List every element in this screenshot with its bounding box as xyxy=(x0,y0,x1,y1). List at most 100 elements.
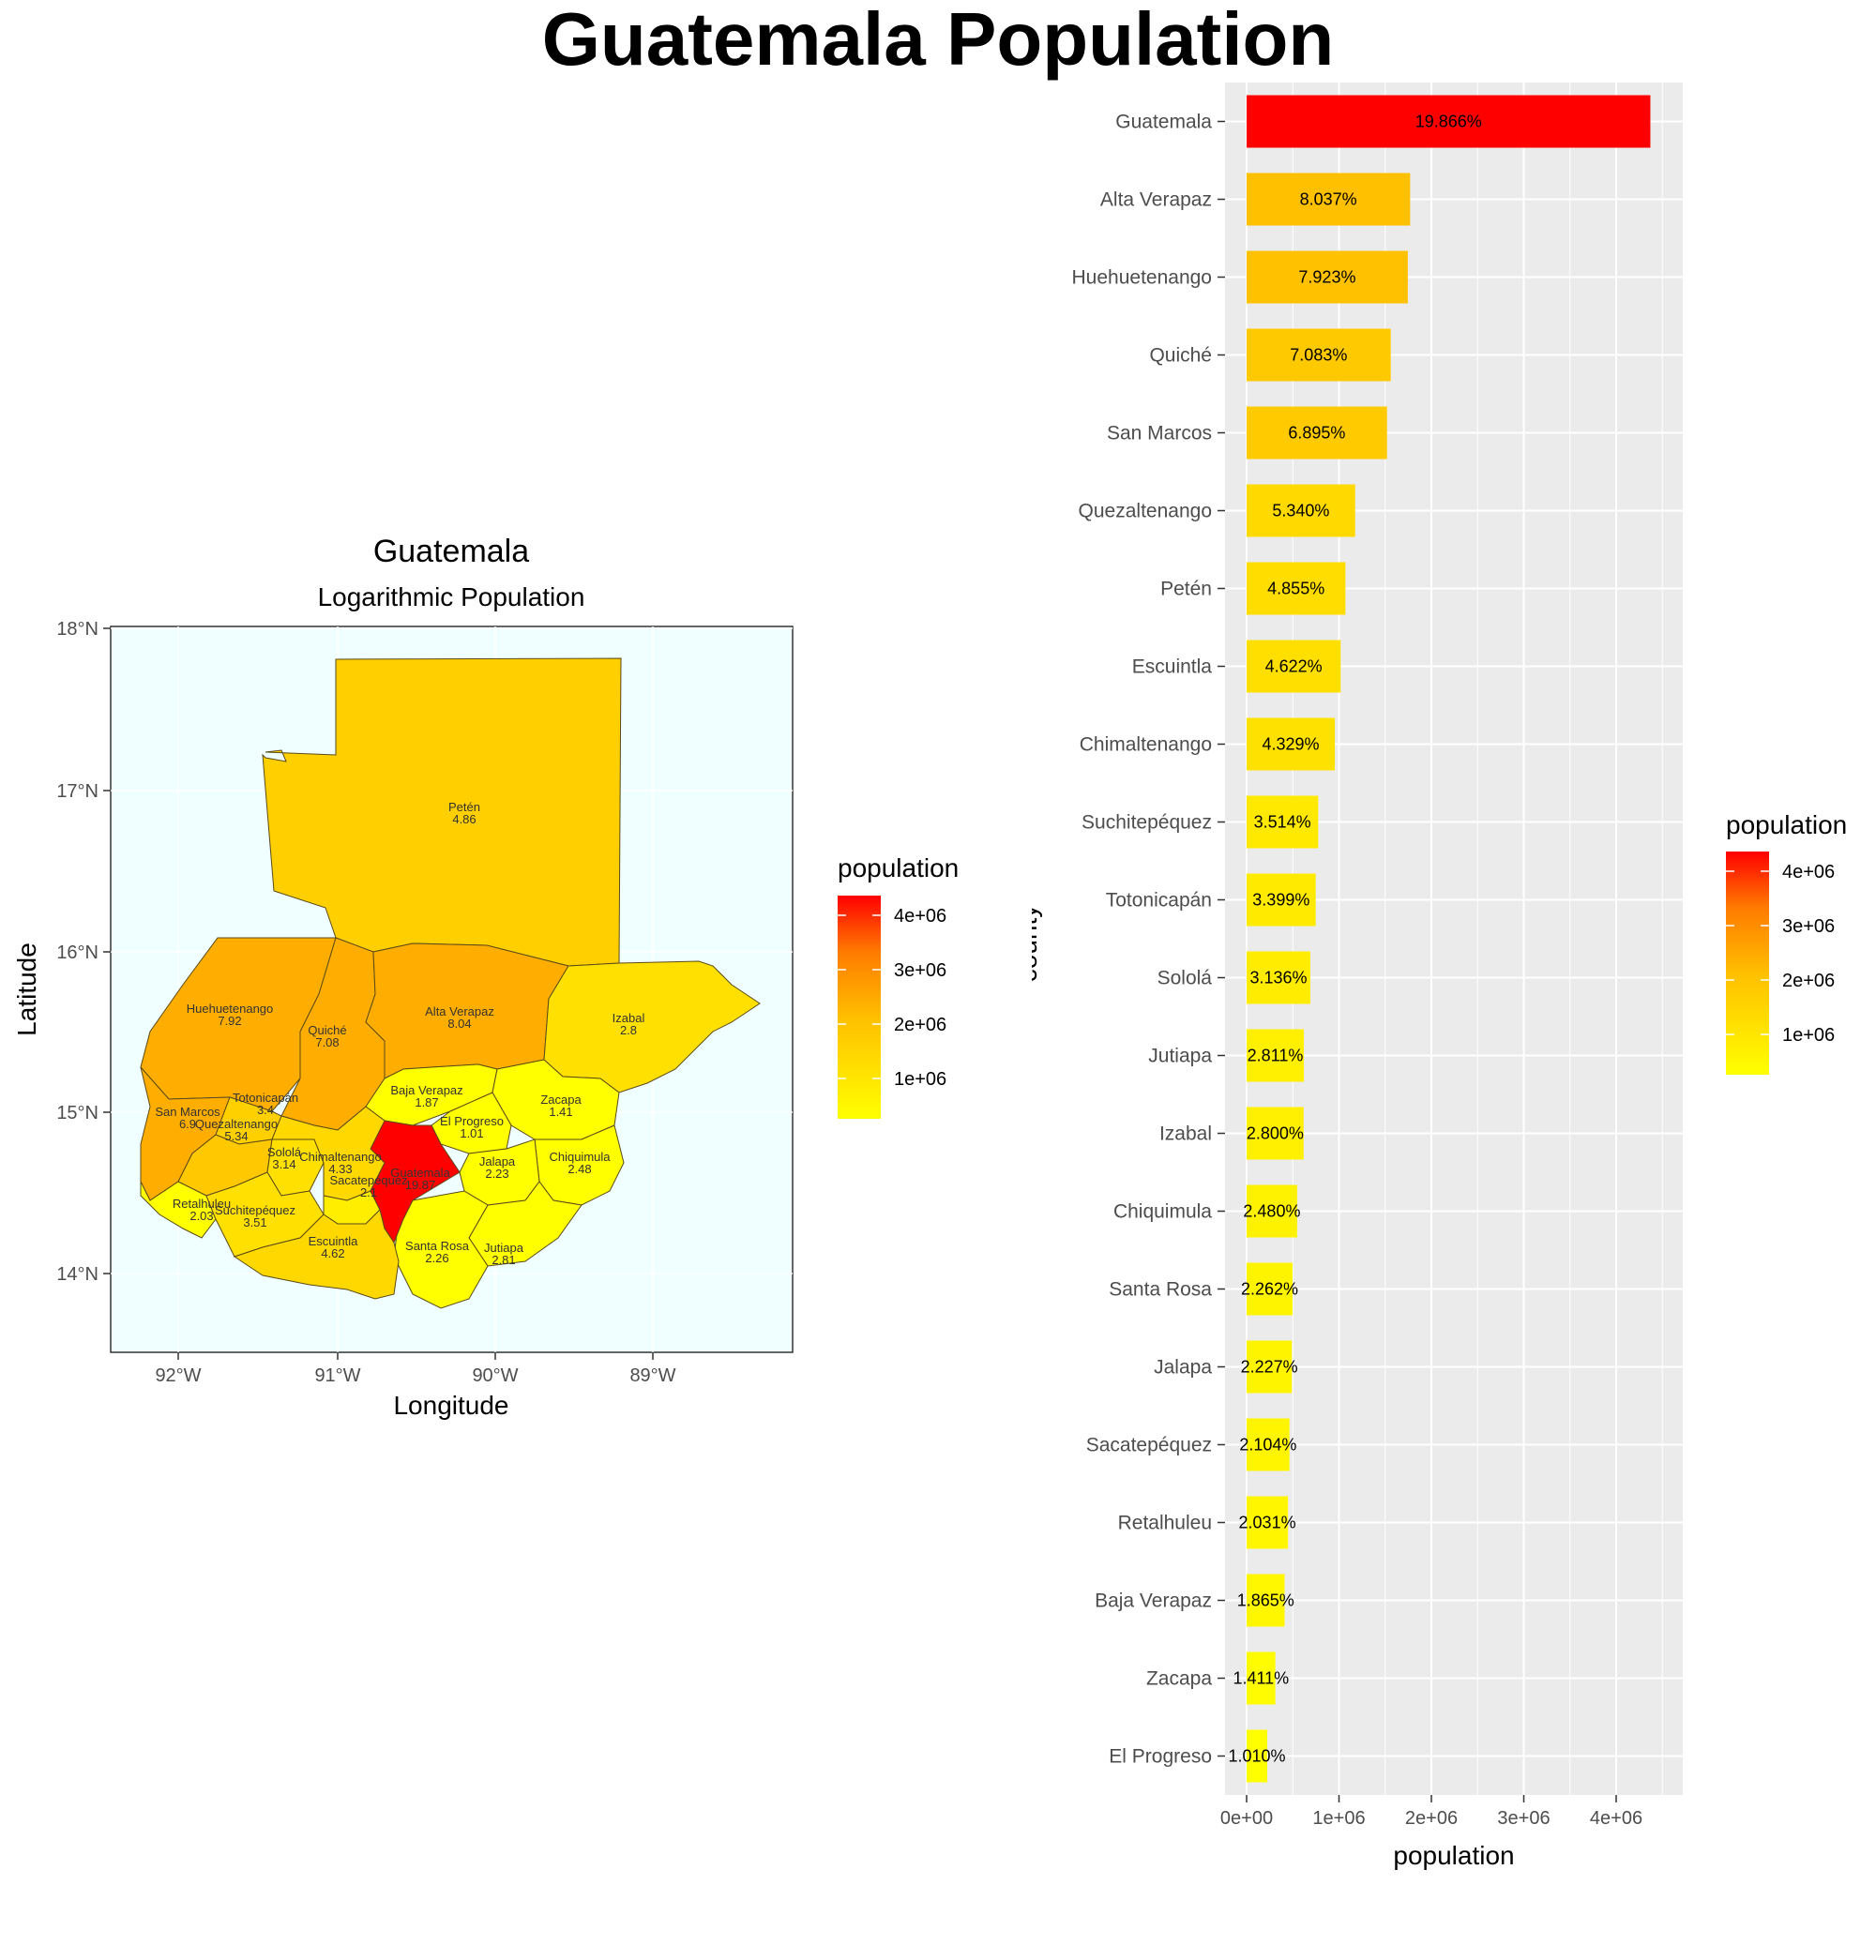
map-y-tick: 15°N xyxy=(56,1103,98,1123)
bar-data-label: 6.895% xyxy=(1288,424,1345,443)
map-label-totonicapan: Totonicapán xyxy=(233,1091,298,1105)
map-legend-title: population xyxy=(838,853,959,882)
map-title: Guatemala xyxy=(373,534,529,569)
map-y-tick: 18°N xyxy=(56,619,98,640)
bar-chart-panel: 19.866% 8.037% 7.923% 7.083% 6.895% 5.340% 4.8… xyxy=(1032,83,1847,1870)
map-value-retalhuleu: 2.03 xyxy=(189,1209,213,1223)
map-legend: population 1e+06 2e+06 3e+06 4e+06 xyxy=(838,853,959,1119)
bar-category-label: Sololá xyxy=(1157,968,1213,989)
map-value-suchitepequez: 3.51 xyxy=(243,1215,266,1229)
map-value-sacatepequez: 2.1 xyxy=(360,1185,377,1199)
map-label-izabal: Izabal xyxy=(613,1011,645,1025)
map-label-sacatepequez: Sacatepéquez xyxy=(329,1173,407,1187)
map-value-solola: 3.14 xyxy=(272,1157,295,1171)
map-label-quiche: Quiché xyxy=(308,1023,346,1037)
map-label-santa-rosa: Santa Rosa xyxy=(405,1239,470,1253)
map-y-axis-label: Latitude xyxy=(12,942,41,1036)
map-value-quiche: 7.08 xyxy=(315,1035,339,1049)
bar-data-label: 2.800% xyxy=(1247,1124,1304,1143)
bar-data-label: 7.083% xyxy=(1290,346,1347,365)
map-legend-tick: 4e+06 xyxy=(894,906,946,927)
bar-category-label: Petén xyxy=(1160,579,1212,600)
bar-data-label: 1.411% xyxy=(1233,1669,1289,1688)
map-label-zacapa: Zacapa xyxy=(540,1093,582,1107)
bar xyxy=(1247,1574,1285,1627)
bar-legend-title: population xyxy=(1726,810,1847,839)
bar xyxy=(1247,717,1336,771)
map-value-peten: 4.86 xyxy=(452,812,476,826)
map-regions xyxy=(140,657,761,1309)
bar xyxy=(1247,484,1355,537)
bar-x-tick-label: 0e+00 xyxy=(1220,1808,1273,1829)
bar-category-label: Escuintla xyxy=(1132,656,1213,678)
map-label-peten: Petén xyxy=(448,800,480,814)
bar-data-label: 2.811% xyxy=(1248,1047,1304,1065)
bar-category-label: Guatemala xyxy=(1115,112,1212,133)
map-legend-tick: 2e+06 xyxy=(894,1015,946,1035)
map-y-axis: 14°N 15°N 16°N 17°N 18°N xyxy=(56,619,111,1285)
bar xyxy=(1247,1262,1294,1316)
bar-category-label: Quezaltenango xyxy=(1079,501,1212,522)
bar-y-axis-label: county xyxy=(1032,905,1042,983)
region-escuintla xyxy=(233,1209,400,1300)
map-x-tick: 90°W xyxy=(472,1365,518,1386)
bar-marks: 19.866% 8.037% 7.923% 7.083% 6.895% 5.340% 4.8… xyxy=(1228,95,1651,1783)
bar-data-label: 7.923% xyxy=(1298,268,1355,287)
bar xyxy=(1247,250,1408,304)
bar-data-label: 2.480% xyxy=(1243,1202,1300,1221)
map-label-alta-verapaz: Alta Verapaz xyxy=(425,1004,494,1018)
bar-data-label: 2.031% xyxy=(1239,1514,1296,1532)
map-x-tick: 92°W xyxy=(155,1365,201,1386)
map-label-quezaltenango: Quezaltenango xyxy=(195,1117,278,1131)
map-label-jutiapa: Jutiapa xyxy=(484,1241,524,1255)
bar-category-label: Huehuetenango xyxy=(1072,267,1212,289)
map-label-suchitepequez: Suchitepéquez xyxy=(215,1203,295,1217)
bar-category-label: El Progreso xyxy=(1109,1746,1212,1768)
map-panel: Guatemala Logarithmic Population xyxy=(12,534,959,1420)
bar-data-label: 1.865% xyxy=(1237,1591,1294,1610)
bar-category-label: Santa Rosa xyxy=(1109,1279,1212,1301)
bar-category-label: Chimaltenango xyxy=(1080,734,1212,756)
map-labels: Petén 4.86 Huehuetenango 7.92 Quiché 7.0… xyxy=(155,800,644,1267)
bar-category-labels: Guatemala Alta Verapaz Huehuetenango Quiché… xyxy=(1072,112,1225,1768)
map-subtitle: Logarithmic Population xyxy=(318,582,585,611)
map-value-zacapa: 1.41 xyxy=(549,1105,572,1119)
bar-category-label: Quiché xyxy=(1149,345,1212,367)
bar-x-axis: 0e+00 1e+06 2e+06 3e+06 4e+06 xyxy=(1220,1795,1642,1829)
map-legend-tick: 3e+06 xyxy=(894,960,946,981)
region-santa-rosa xyxy=(393,1190,489,1309)
map-x-tick: 89°W xyxy=(629,1365,675,1386)
bar-data-label: 3.136% xyxy=(1249,969,1307,988)
map-value-el-progreso: 1.01 xyxy=(460,1126,483,1140)
map-value-alta-verapaz: 8.04 xyxy=(447,1017,471,1031)
bar xyxy=(1247,328,1391,382)
bar-gridlines xyxy=(1225,83,1683,1795)
bar xyxy=(1247,1340,1293,1394)
map-value-santa-rosa: 2.26 xyxy=(425,1251,448,1265)
bar-data-label: 3.514% xyxy=(1254,813,1311,832)
bar-category-label: Chiquimula xyxy=(1113,1201,1212,1223)
map-value-quezaltenango: 5.34 xyxy=(224,1129,248,1143)
bar-data-label: 2.262% xyxy=(1241,1280,1298,1299)
map-value-totonicapan: 3.4 xyxy=(257,1103,274,1117)
bar xyxy=(1247,1418,1290,1471)
map-label-retalhuleu: Retalhuleu xyxy=(173,1197,231,1211)
map-label-chimaltenango: Chimaltenango xyxy=(299,1150,381,1164)
bar-data-label: 8.037% xyxy=(1300,190,1357,209)
map-x-axis-label: Longitude xyxy=(393,1391,508,1420)
map-label-baja-verapaz: Baja Verapaz xyxy=(390,1083,462,1097)
bar-category-label: Baja Verapaz xyxy=(1095,1591,1212,1612)
bar-data-label: 4.855% xyxy=(1267,580,1324,598)
map-y-tick: 17°N xyxy=(56,781,98,802)
bar-data-label: 19.866% xyxy=(1415,113,1482,131)
map-label-huehuetenango: Huehuetenango xyxy=(187,1002,274,1016)
bar xyxy=(1247,1496,1289,1549)
bar-category-label: Alta Verapaz xyxy=(1100,189,1212,211)
map-legend-colorbar xyxy=(838,896,881,1119)
bar-data-label: 2.104% xyxy=(1239,1436,1296,1455)
bar-x-axis-label: population xyxy=(1393,1841,1514,1870)
map-label-el-progreso: El Progreso xyxy=(440,1114,504,1128)
bar-category-label: Retalhuleu xyxy=(1118,1513,1212,1534)
bar xyxy=(1247,173,1411,226)
bar xyxy=(1247,1029,1305,1082)
